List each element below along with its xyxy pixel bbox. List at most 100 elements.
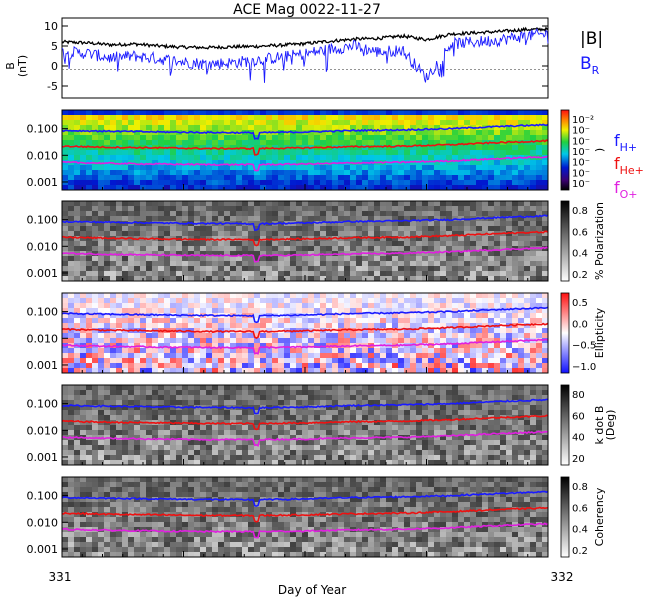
spectral-cell bbox=[230, 125, 237, 131]
spectral-cell bbox=[170, 435, 177, 441]
spectral-cell bbox=[230, 298, 237, 304]
spectral-cell bbox=[494, 236, 501, 242]
spectral-cell bbox=[116, 405, 123, 411]
spectral-cell bbox=[392, 211, 399, 217]
spectral-cell bbox=[530, 135, 537, 141]
spectral-cell bbox=[422, 353, 429, 359]
spectral-cell bbox=[392, 385, 399, 391]
spectral-cell bbox=[194, 348, 201, 354]
spectral-cell bbox=[236, 226, 243, 232]
spectral-cell bbox=[92, 115, 99, 121]
spectral-cell bbox=[458, 206, 465, 212]
spectral-cell bbox=[266, 231, 273, 237]
spectral-cell bbox=[164, 216, 171, 222]
spectral-cell bbox=[320, 395, 327, 401]
spectral-cell bbox=[194, 333, 201, 339]
spectral-cell bbox=[326, 303, 333, 309]
spectral-cell bbox=[230, 251, 237, 257]
spectral-cell bbox=[230, 318, 237, 324]
spectral-cell bbox=[296, 363, 303, 369]
spectral-cell bbox=[242, 328, 249, 334]
spectral-cell bbox=[224, 343, 231, 349]
spectral-cell bbox=[254, 231, 261, 237]
spectral-cell bbox=[272, 450, 279, 456]
spectral-cell bbox=[146, 180, 153, 186]
spectral-cell bbox=[536, 216, 543, 222]
spectral-cell bbox=[434, 266, 441, 272]
spectral-cell bbox=[218, 276, 225, 282]
spectral-cell bbox=[266, 353, 273, 359]
spectral-cell bbox=[248, 276, 255, 282]
spectral-cell bbox=[248, 395, 255, 401]
spectral-cell bbox=[158, 430, 165, 436]
spectral-cell bbox=[134, 110, 141, 116]
spectral-cell bbox=[410, 358, 417, 364]
spectral-cell bbox=[266, 271, 273, 277]
spectral-cell bbox=[530, 363, 537, 369]
spectral-cell bbox=[362, 390, 369, 396]
spectral-cell bbox=[398, 170, 405, 176]
spectral-cell bbox=[434, 150, 441, 156]
spectral-cell bbox=[416, 323, 423, 329]
spectral-cell bbox=[536, 211, 543, 217]
spectral-cell bbox=[374, 368, 381, 374]
spectral-cell bbox=[266, 368, 273, 374]
spectral-cell bbox=[356, 170, 363, 176]
spectral-cell bbox=[482, 160, 489, 166]
spectral-cell bbox=[134, 445, 141, 451]
spectral-cell bbox=[350, 155, 357, 161]
spectral-cell bbox=[320, 165, 327, 171]
spectral-cell bbox=[146, 318, 153, 324]
spectral-cell bbox=[236, 246, 243, 252]
spectral-cell bbox=[278, 395, 285, 401]
spectral-cell bbox=[410, 385, 417, 391]
spectral-cell bbox=[410, 308, 417, 314]
spectral-cell bbox=[356, 323, 363, 329]
spectral-cell bbox=[248, 271, 255, 277]
spectral-cell bbox=[434, 241, 441, 247]
spectral-cell bbox=[230, 353, 237, 359]
spectral-cell bbox=[326, 246, 333, 252]
spectral-cell bbox=[164, 125, 171, 131]
spectral-cell bbox=[62, 231, 69, 237]
spectral-cell bbox=[254, 115, 261, 121]
spectral-cell bbox=[122, 400, 129, 406]
spectral-cell bbox=[74, 115, 81, 121]
spectral-cell bbox=[308, 150, 315, 156]
spectral-cell bbox=[140, 120, 147, 126]
spectral-cell bbox=[350, 415, 357, 421]
spectral-cell bbox=[374, 358, 381, 364]
spectral-cell bbox=[284, 150, 291, 156]
spectral-cell bbox=[104, 155, 111, 161]
spectral-cell bbox=[356, 333, 363, 339]
spectral-cell bbox=[446, 170, 453, 176]
spectral-cell bbox=[68, 460, 75, 466]
spectral-cell bbox=[410, 165, 417, 171]
spectral-cell bbox=[392, 298, 399, 304]
spectral-cell bbox=[434, 246, 441, 252]
spectral-cell bbox=[104, 130, 111, 136]
spectral-cell bbox=[212, 455, 219, 461]
spectral-cell bbox=[242, 226, 249, 232]
spectral-cell bbox=[176, 363, 183, 369]
spectral-cell bbox=[104, 140, 111, 146]
f-o-plus-line bbox=[61, 246, 549, 263]
spectral-cell bbox=[194, 160, 201, 166]
b-axis-label: B bbox=[4, 62, 17, 70]
spectral-cell bbox=[428, 256, 435, 262]
spectral-cell bbox=[302, 140, 309, 146]
spectral-cell bbox=[278, 400, 285, 406]
spectral-cell bbox=[206, 165, 213, 171]
spectral-cell bbox=[110, 425, 117, 431]
spectral-cell bbox=[140, 266, 147, 272]
spectral-cell bbox=[200, 125, 207, 131]
spectral-cell bbox=[140, 271, 147, 277]
spectral-cell bbox=[134, 130, 141, 136]
spectral-cell bbox=[296, 298, 303, 304]
spectral-cell bbox=[92, 150, 99, 156]
spectral-cell bbox=[188, 435, 195, 441]
spectral-cell bbox=[362, 318, 369, 324]
spectral-cell bbox=[350, 216, 357, 222]
spectral-cell bbox=[254, 165, 261, 171]
spectral-cell bbox=[470, 271, 477, 277]
